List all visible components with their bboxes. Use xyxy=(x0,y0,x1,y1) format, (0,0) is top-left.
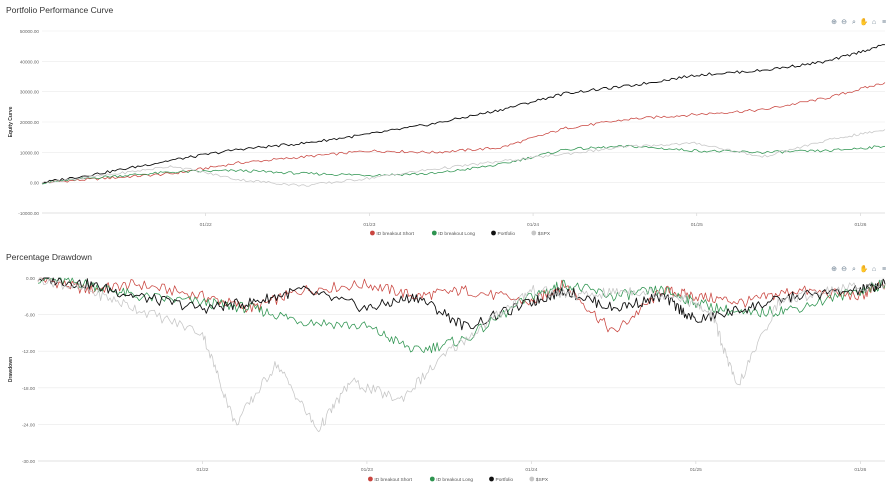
legend-label: $SPX xyxy=(536,477,549,483)
legend-item[interactable]: ID breakout Short xyxy=(370,230,415,237)
legend-marker xyxy=(368,476,373,482)
y-tick-label: 30000.00 xyxy=(20,90,40,95)
legend-marker xyxy=(531,230,537,236)
series-line xyxy=(37,277,886,333)
pan-hand-icon[interactable]: ✋ xyxy=(859,266,869,273)
chart-title: Percentage Drawdown xyxy=(6,252,92,262)
x-tick-label: 01/26 xyxy=(854,222,866,228)
y-tick-label: -30.00 xyxy=(22,459,35,464)
home-icon[interactable]: ⌂ xyxy=(871,266,877,273)
series-line xyxy=(41,44,886,184)
x-tick-label: 01/22 xyxy=(196,467,208,473)
y-tick-label: 20000.00 xyxy=(20,120,40,125)
home-icon[interactable]: ⌂ xyxy=(871,19,877,26)
y-tick-label: 0.00 xyxy=(30,181,39,186)
legend-label: Portfolio xyxy=(496,477,514,483)
legend-label: $SPX xyxy=(538,231,551,237)
y-tick-label: -12.00 xyxy=(22,349,35,354)
x-tick-label: 01/24 xyxy=(525,467,537,473)
legend-label: ID breakout Short xyxy=(374,477,412,483)
x-tick-label: 01/23 xyxy=(361,467,373,473)
pan-hand-icon[interactable]: ✋ xyxy=(859,19,869,26)
legend-item[interactable]: $SPX xyxy=(529,476,549,483)
legend-label: ID breakout Long xyxy=(436,477,473,483)
chart-title: Portfolio Performance Curve xyxy=(6,5,114,15)
legend-item[interactable]: Portfolio xyxy=(489,476,514,483)
series-line xyxy=(37,277,886,433)
legend-item[interactable]: Portfolio xyxy=(491,230,516,237)
y-tick-label: -24.00 xyxy=(22,422,35,427)
legend-marker xyxy=(370,230,375,236)
legend-label: Portfolio xyxy=(498,231,516,237)
x-tick-label: 01/24 xyxy=(527,222,539,228)
y-tick-label: 10000.00 xyxy=(20,150,40,155)
y-tick-label: -6.00 xyxy=(25,313,36,318)
zoom-in-icon[interactable]: ⊕ xyxy=(831,266,837,273)
equity-curve-chart: 50000.00 40000.00 30000.00 20000.00 10000.00… xyxy=(8,29,886,237)
legend-item[interactable]: ID breakout Long xyxy=(429,476,474,483)
y-tick-label: -10000.00 xyxy=(18,211,39,216)
x-tick-label: 01/25 xyxy=(690,467,702,473)
x-tick-label: 01/23 xyxy=(363,222,375,228)
legend-label: ID breakout Long xyxy=(438,231,475,237)
series-line xyxy=(41,129,886,187)
zoom-out-icon[interactable]: ⊖ xyxy=(841,266,847,273)
y-tick-label: 40000.00 xyxy=(20,59,40,64)
legend-marker xyxy=(429,476,435,482)
x-tick-label: 01/26 xyxy=(854,467,866,473)
legend-marker xyxy=(489,476,494,482)
legend-marker xyxy=(431,230,437,236)
zoom-in-icon[interactable]: ⊕ xyxy=(831,19,837,26)
y-tick-label: -18.00 xyxy=(22,386,35,391)
series-line xyxy=(41,144,886,185)
series-line xyxy=(41,82,886,184)
legend-marker xyxy=(491,230,496,236)
x-tick-label: 01/25 xyxy=(691,222,703,228)
y-tick-label: 50000.00 xyxy=(20,29,40,34)
legend-marker xyxy=(529,476,535,482)
legend-label: ID breakout Short xyxy=(376,231,414,237)
chart-toolbar: ⊕ ⊖ ⌕ ✋ ⌂ ≡ xyxy=(830,19,888,27)
legend-item[interactable]: $SPX xyxy=(531,230,551,237)
series-line xyxy=(37,277,886,354)
y-tick-label: 0.00 xyxy=(26,276,35,281)
y-axis-label: Equity Curve xyxy=(8,106,14,137)
menu-icon[interactable]: ≡ xyxy=(881,19,887,26)
chart-toolbar: ⊕ ⊖ ⌕ ✋ ⌂ ≡ xyxy=(830,266,888,274)
legend-item[interactable]: ID breakout Short xyxy=(368,476,413,483)
zoom-select-icon[interactable]: ⌕ xyxy=(852,19,856,26)
legend-item[interactable]: ID breakout Long xyxy=(431,230,476,237)
y-axis-label: Drawdown xyxy=(8,357,14,382)
zoom-select-icon[interactable]: ⌕ xyxy=(852,266,856,273)
zoom-out-icon[interactable]: ⊖ xyxy=(841,19,847,26)
x-tick-label: 01/22 xyxy=(200,222,212,228)
menu-icon[interactable]: ≡ xyxy=(881,266,887,273)
